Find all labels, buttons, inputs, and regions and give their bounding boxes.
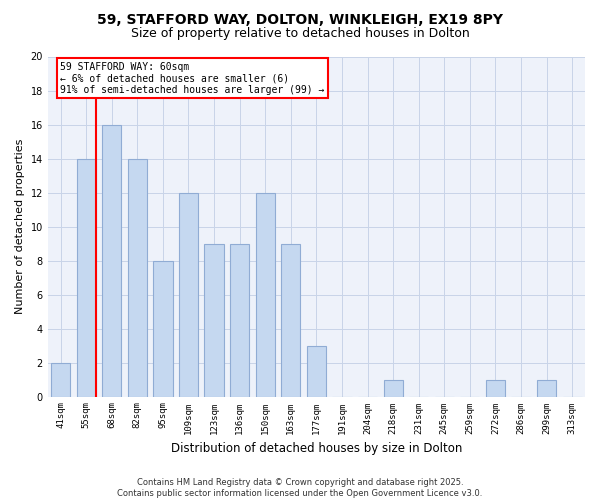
- Bar: [77, 158, 96, 396]
- Text: Size of property relative to detached houses in Dolton: Size of property relative to detached ho…: [131, 28, 469, 40]
- Text: 59 STAFFORD WAY: 60sqm
← 6% of detached houses are smaller (6)
91% of semi-detac: 59 STAFFORD WAY: 60sqm ← 6% of detached …: [61, 62, 325, 95]
- Bar: [51, 362, 70, 396]
- Bar: [179, 192, 198, 396]
- Bar: [383, 380, 403, 396]
- X-axis label: Distribution of detached houses by size in Dolton: Distribution of detached houses by size …: [171, 442, 462, 455]
- Bar: [537, 380, 556, 396]
- Text: 59, STAFFORD WAY, DOLTON, WINKLEIGH, EX19 8PY: 59, STAFFORD WAY, DOLTON, WINKLEIGH, EX1…: [97, 12, 503, 26]
- Bar: [307, 346, 326, 397]
- Bar: [102, 124, 121, 396]
- Bar: [486, 380, 505, 396]
- Bar: [256, 192, 275, 396]
- Bar: [128, 158, 147, 396]
- Y-axis label: Number of detached properties: Number of detached properties: [15, 139, 25, 314]
- Bar: [154, 260, 173, 396]
- Bar: [281, 244, 301, 396]
- Bar: [230, 244, 249, 396]
- Text: Contains HM Land Registry data © Crown copyright and database right 2025.
Contai: Contains HM Land Registry data © Crown c…: [118, 478, 482, 498]
- Bar: [205, 244, 224, 396]
